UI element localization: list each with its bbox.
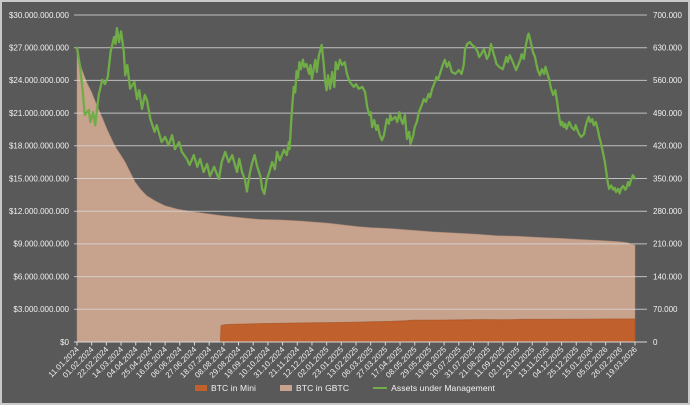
legend-label-btc-in-gbtc: BTC in GBTC xyxy=(296,383,350,393)
y-right-label: 420.000 xyxy=(653,142,682,151)
y-left-label: $9.000.000.000 xyxy=(13,240,69,249)
y-right-label: 630.000 xyxy=(653,44,682,53)
mini-area-swatch-icon xyxy=(195,385,207,391)
aum-line xyxy=(75,26,637,196)
y-left-label: $24.000.000.000 xyxy=(9,76,70,85)
mini-area xyxy=(219,318,636,343)
y-right-label: 490.000 xyxy=(653,109,682,118)
y-right-label: 280.000 xyxy=(653,207,682,216)
aum-line-swatch-icon xyxy=(373,386,388,390)
legend-item-aum[interactable]: Assets under Management xyxy=(373,383,495,393)
y-right-label: 70.000 xyxy=(653,305,678,314)
y-left-label: $3.000.000.000 xyxy=(13,305,69,314)
y-left-label: $27.000.000.000 xyxy=(9,44,70,53)
y-left-label: $0 xyxy=(60,338,69,347)
y-right-label: 140.000 xyxy=(653,272,682,281)
legend-item-btc-in-mini[interactable]: BTC in Mini xyxy=(195,383,256,393)
y-left-label: $30.000.000.000 xyxy=(9,11,70,20)
legend-item-btc-in-gbtc[interactable]: BTC in GBTC xyxy=(280,383,349,393)
gbtc-area xyxy=(76,54,636,343)
y-right-label: 0 xyxy=(653,338,658,347)
y-left-label: $18.000.000.000 xyxy=(9,142,70,151)
y-left-label: $12.000.000.000 xyxy=(9,207,70,216)
y-right-label: 700.000 xyxy=(653,11,682,20)
chart-legend: BTC in Mini BTC in GBTC Assets under Man… xyxy=(2,383,688,393)
y-right-label: 350.000 xyxy=(653,174,682,183)
y-right-label: 560.000 xyxy=(653,76,682,85)
y-left-label: $6.000.000.000 xyxy=(13,272,69,281)
y-right-label: 210.000 xyxy=(653,240,682,249)
gbtc-area-swatch-icon xyxy=(280,385,293,391)
y-left-label: $21.000.000.000 xyxy=(9,109,70,118)
legend-label-btc-in-mini: BTC in Mini xyxy=(211,383,257,393)
legend-label-aum: Assets under Management xyxy=(391,383,495,393)
y-left-label: $15.000.000.000 xyxy=(9,174,70,183)
